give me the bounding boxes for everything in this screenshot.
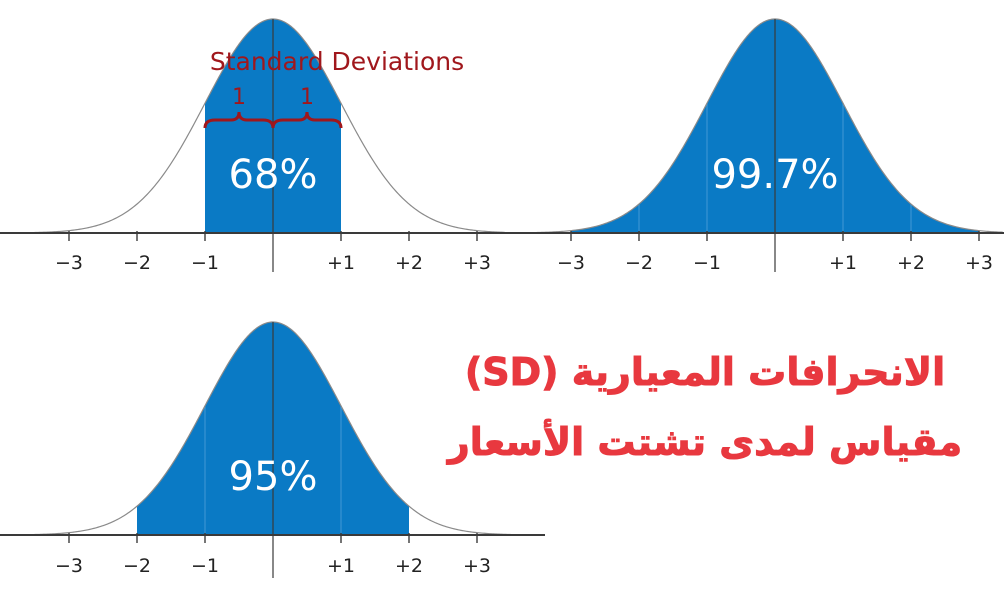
x-tick-label: +1 <box>829 252 857 274</box>
annotation-title: Standard Deviations <box>210 47 464 76</box>
bell-curve <box>0 321 544 536</box>
panel-two-sd: −3 −2 −1 +1 +2 +3 95% <box>0 321 545 578</box>
brace-left <box>203 111 275 129</box>
panel-three-sd: −3 −2 −1 +1 +2 +3 99.7% <box>504 18 1004 274</box>
percent-label: 95% <box>229 454 318 500</box>
x-tick-label: −1 <box>693 252 721 274</box>
brace-left-label: 1 <box>232 85 246 110</box>
x-tick-label: +1 <box>327 555 355 577</box>
x-tick-label: +3 <box>463 252 491 274</box>
x-tick-label: +3 <box>965 252 993 274</box>
x-tick-label: −3 <box>557 252 585 274</box>
caption-title: الانحرافات المعيارية (SD) <box>464 350 946 395</box>
caption-subtitle: مقياس لمدى تشتت الأسعار <box>447 420 963 465</box>
bell-curve <box>504 18 1003 234</box>
x-tick-label: +3 <box>463 555 491 577</box>
brace-right-label: 1 <box>300 85 314 110</box>
x-tick-label: +1 <box>327 252 355 274</box>
percent-label: 99.7% <box>711 152 838 198</box>
x-tick-label: +2 <box>395 252 423 274</box>
x-tick-label: −3 <box>55 555 83 577</box>
brace-right <box>271 111 343 129</box>
x-tick-label: −3 <box>55 252 83 274</box>
x-tick-label: −1 <box>191 252 219 274</box>
x-tick-label: −2 <box>123 252 151 274</box>
panel-one-sd: −3 −2 −1 +1 +2 +3 68% Standard Deviations 1 1 <box>0 18 505 274</box>
x-tick-label: +2 <box>897 252 925 274</box>
x-tick-label: −2 <box>625 252 653 274</box>
percent-label: 68% <box>229 152 318 198</box>
x-tick-label: −1 <box>191 555 219 577</box>
x-tick-label: +2 <box>395 555 423 577</box>
bell-curve <box>0 18 505 234</box>
x-tick-label: −2 <box>123 555 151 577</box>
